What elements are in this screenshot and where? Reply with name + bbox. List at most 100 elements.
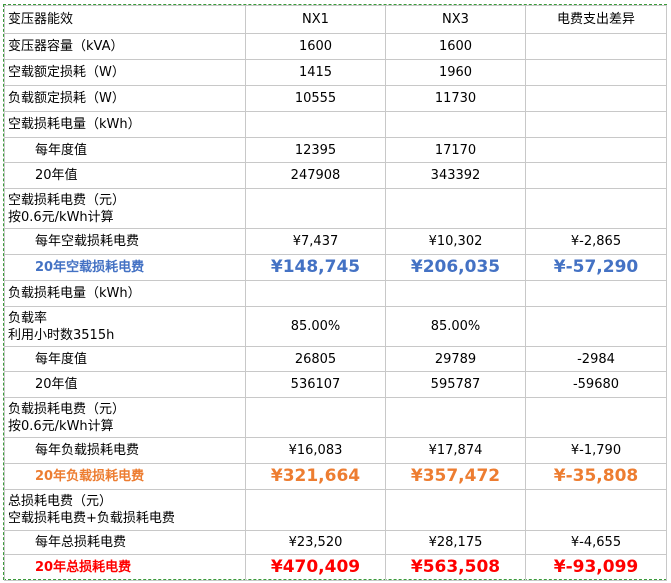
table-row: 总损耗电费（元） 空载损耗电费+负载损耗电费 xyxy=(4,489,667,531)
cell xyxy=(245,111,386,138)
row-label: 负载率 利用小时数3515h xyxy=(4,306,246,347)
cell: 26805 xyxy=(245,346,386,372)
cell: 595787 xyxy=(385,371,526,398)
cell xyxy=(525,162,667,189)
row-label: 空载额定损耗（W） xyxy=(4,59,246,86)
cell xyxy=(385,111,526,138)
row-label: 总损耗电费（元） 空载损耗电费+负载损耗电费 xyxy=(4,489,246,531)
row-label: 变压器能效 xyxy=(4,5,246,34)
table-row: 负载率 利用小时数3515h 85.00% 85.00% xyxy=(4,306,667,347)
cell: ¥23,520 xyxy=(245,530,386,555)
cell: 电费支出差异 xyxy=(525,5,667,34)
cell: ¥28,175 xyxy=(385,530,526,555)
cell: 1600 xyxy=(245,33,386,60)
table-row: 空载额定损耗（W） 1415 1960 xyxy=(4,59,667,86)
row-label: 每年空载损耗电费 xyxy=(4,228,246,255)
cell: NX1 xyxy=(245,5,386,34)
cell: 1600 xyxy=(385,33,526,60)
table-row: 每年空载损耗电费 ¥7,437 ¥10,302 ¥-2,865 xyxy=(4,228,667,255)
cell xyxy=(385,397,526,438)
cell xyxy=(525,85,667,112)
table-row: 负载损耗电费（元） 按0.6元/kWh计算 xyxy=(4,397,667,438)
cell: 343392 xyxy=(385,162,526,189)
row-label: 20年值 xyxy=(4,162,246,189)
table-row: 每年负载损耗电费 ¥16,083 ¥17,874 ¥-1,790 xyxy=(4,437,667,464)
table-row: 20年值 247908 343392 xyxy=(4,162,667,189)
row-label: 负载额定损耗（W） xyxy=(4,85,246,112)
table-row: 空载损耗电量（kWh） xyxy=(4,111,667,138)
row-label: 空载损耗电量（kWh） xyxy=(4,111,246,138)
cell xyxy=(525,188,667,229)
cell: 85.00% xyxy=(245,306,386,347)
row-label: 每年度值 xyxy=(4,137,246,163)
row-label: 20年负载损耗电费 xyxy=(4,463,246,490)
table-row: 负载损耗电量（kWh） xyxy=(4,280,667,307)
row-label: 变压器容量（kVA） xyxy=(4,33,246,60)
cell xyxy=(385,188,526,229)
cell xyxy=(525,137,667,163)
table-row: 20年空载损耗电费 ¥148,745 ¥206,035 ¥-57,290 xyxy=(4,254,667,281)
row-label: 负载损耗电费（元） 按0.6元/kWh计算 xyxy=(4,397,246,438)
table-row: 每年度值 26805 29789 -2984 xyxy=(4,346,667,372)
cell xyxy=(525,397,667,438)
cell: ¥206,035 xyxy=(385,254,526,281)
cell: 1960 xyxy=(385,59,526,86)
cell xyxy=(245,489,386,531)
row-label: 20年空载损耗电费 xyxy=(4,254,246,281)
cell: ¥321,664 xyxy=(245,463,386,490)
cell: NX3 xyxy=(385,5,526,34)
row-label: 每年总损耗电费 xyxy=(4,530,246,555)
cell: ¥-2,865 xyxy=(525,228,667,255)
cell xyxy=(525,306,667,347)
row-label: 每年负载损耗电费 xyxy=(4,437,246,464)
cell xyxy=(525,59,667,86)
cell: 536107 xyxy=(245,371,386,398)
row-label: 每年度值 xyxy=(4,346,246,372)
cell xyxy=(245,397,386,438)
table-row: 变压器能效 NX1 NX3 电费支出差异 xyxy=(4,5,667,34)
cell: ¥-1,790 xyxy=(525,437,667,464)
cell: 10555 xyxy=(245,85,386,112)
cell: 85.00% xyxy=(385,306,526,347)
cell: ¥-4,655 xyxy=(525,530,667,555)
cell xyxy=(245,280,386,307)
cell: ¥-93,099 xyxy=(525,554,667,581)
table-row: 负载额定损耗（W） 10555 11730 xyxy=(4,85,667,112)
table-row: 每年度值 12395 17170 xyxy=(4,137,667,163)
cell: ¥16,083 xyxy=(245,437,386,464)
cell: 29789 xyxy=(385,346,526,372)
table-row: 20年负载损耗电费 ¥321,664 ¥357,472 ¥-35,808 xyxy=(4,463,667,490)
table-row: 每年总损耗电费 ¥23,520 ¥28,175 ¥-4,655 xyxy=(4,530,667,555)
cell xyxy=(525,33,667,60)
cell: ¥-35,808 xyxy=(525,463,667,490)
cell: 1415 xyxy=(245,59,386,86)
cell xyxy=(525,489,667,531)
cell: -59680 xyxy=(525,371,667,398)
table-row: 空载损耗电费（元） 按0.6元/kWh计算 xyxy=(4,188,667,229)
cell: ¥7,437 xyxy=(245,228,386,255)
table-row: 20年值 536107 595787 -59680 xyxy=(4,371,667,398)
cell: ¥17,874 xyxy=(385,437,526,464)
cell xyxy=(245,188,386,229)
cell xyxy=(385,280,526,307)
cell: ¥10,302 xyxy=(385,228,526,255)
cell: 17170 xyxy=(385,137,526,163)
sheet: 变压器能效 NX1 NX3 电费支出差异 变压器容量（kVA） 1600 1600 空载额定损… xyxy=(3,4,667,581)
row-label: 20年总损耗电费 xyxy=(4,554,246,581)
cell: ¥148,745 xyxy=(245,254,386,281)
cell xyxy=(385,489,526,531)
cell: ¥-57,290 xyxy=(525,254,667,281)
cell xyxy=(525,111,667,138)
row-label: 20年值 xyxy=(4,371,246,398)
cell: ¥357,472 xyxy=(385,463,526,490)
table-row: 20年总损耗电费 ¥470,409 ¥563,508 ¥-93,099 xyxy=(4,554,667,581)
cell: 12395 xyxy=(245,137,386,163)
row-label: 空载损耗电费（元） 按0.6元/kWh计算 xyxy=(4,188,246,229)
cell: ¥470,409 xyxy=(245,554,386,581)
cell: -2984 xyxy=(525,346,667,372)
energy-table: 变压器能效 NX1 NX3 电费支出差异 变压器容量（kVA） 1600 1600 空载额定损… xyxy=(4,5,667,581)
cell: 11730 xyxy=(385,85,526,112)
cell xyxy=(525,280,667,307)
cell: 247908 xyxy=(245,162,386,189)
row-label: 负载损耗电量（kWh） xyxy=(4,280,246,307)
